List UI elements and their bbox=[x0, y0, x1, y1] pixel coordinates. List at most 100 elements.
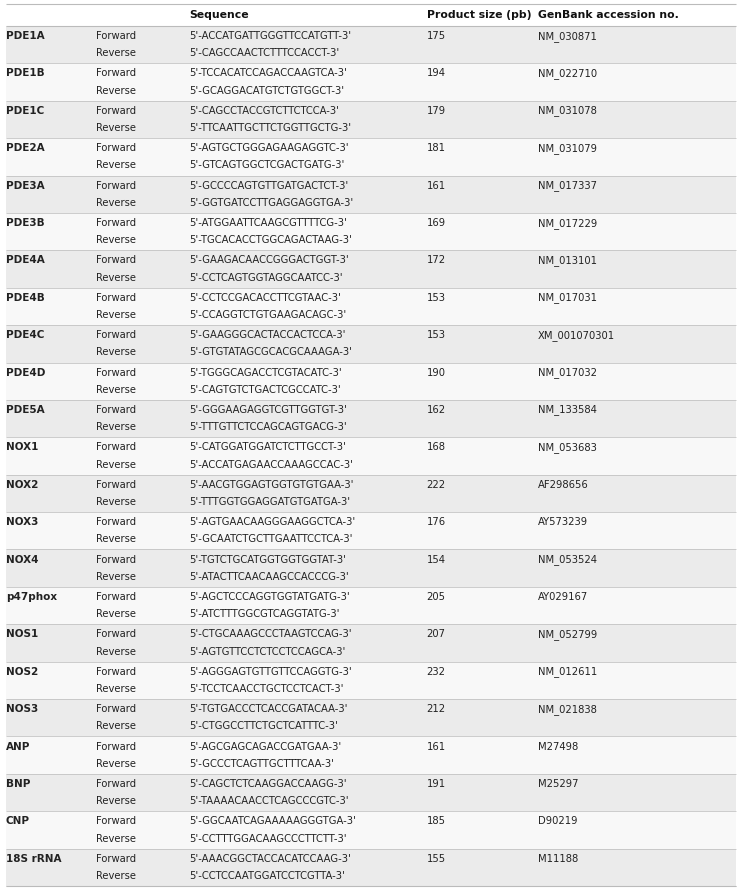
Text: NOS2: NOS2 bbox=[6, 667, 38, 676]
Text: 5'-TTTGTTCTCCAGCAGTGACG-3': 5'-TTTGTTCTCCAGCAGTGACG-3' bbox=[189, 422, 347, 433]
Text: PDE3B: PDE3B bbox=[6, 218, 45, 228]
Text: Forward: Forward bbox=[96, 554, 137, 564]
Text: Forward: Forward bbox=[96, 741, 137, 751]
Text: Forward: Forward bbox=[96, 255, 137, 265]
Text: NOX4: NOX4 bbox=[6, 554, 39, 564]
Text: 207: 207 bbox=[427, 629, 446, 639]
Text: 153: 153 bbox=[427, 330, 446, 340]
Text: Forward: Forward bbox=[96, 143, 137, 153]
Text: 5'-GCCCTCAGTTGCTTTCAA-3': 5'-GCCCTCAGTTGCTTTCAA-3' bbox=[189, 759, 334, 769]
Text: NM_053683: NM_053683 bbox=[538, 442, 597, 453]
Text: Forward: Forward bbox=[96, 330, 137, 340]
Text: NM_053524: NM_053524 bbox=[538, 554, 597, 565]
Text: 5'-ATACTTCAACAAGCCACCCG-3': 5'-ATACTTCAACAAGCCACCCG-3' bbox=[189, 571, 349, 582]
Text: NOX3: NOX3 bbox=[6, 517, 39, 527]
Text: 5'-CCTTTGGACAAGCCCTTCTT-3': 5'-CCTTTGGACAAGCCCTTCTT-3' bbox=[189, 834, 347, 844]
Text: 176: 176 bbox=[427, 517, 446, 527]
Text: Forward: Forward bbox=[96, 405, 137, 415]
Text: 5'-TGGGCAGACCTCGTACATC-3': 5'-TGGGCAGACCTCGTACATC-3' bbox=[189, 368, 342, 377]
Text: Reverse: Reverse bbox=[96, 48, 137, 59]
Text: PDE1A: PDE1A bbox=[6, 31, 45, 41]
Text: M11188: M11188 bbox=[538, 854, 578, 863]
Text: PDE4C: PDE4C bbox=[6, 330, 45, 340]
Text: 5'-GCCCCAGTGTTGATGACTCT-3': 5'-GCCCCAGTGTTGATGACTCT-3' bbox=[189, 181, 349, 190]
Bar bbox=[6, 811, 736, 848]
Text: Reverse: Reverse bbox=[96, 534, 137, 545]
Text: 5'-GCAATCTGCTTGAATTCCTCA-3': 5'-GCAATCTGCTTGAATTCCTCA-3' bbox=[189, 534, 352, 545]
Text: 169: 169 bbox=[427, 218, 446, 228]
Text: NOS1: NOS1 bbox=[6, 629, 38, 639]
Bar bbox=[6, 138, 736, 175]
Text: 153: 153 bbox=[427, 293, 446, 303]
Text: 5'-CCTCAGTGGTAGGCAATCC-3': 5'-CCTCAGTGGTAGGCAATCC-3' bbox=[189, 272, 343, 283]
Text: Sequence: Sequence bbox=[189, 10, 249, 20]
Text: NM_133584: NM_133584 bbox=[538, 405, 597, 416]
Text: Reverse: Reverse bbox=[96, 571, 137, 582]
Text: NOX1: NOX1 bbox=[6, 442, 39, 452]
Text: 5'-GCAGGACATGTCTGTGGCT-3': 5'-GCAGGACATGTCTGTGGCT-3' bbox=[189, 85, 344, 96]
Text: PDE4D: PDE4D bbox=[6, 368, 45, 377]
Bar bbox=[6, 736, 736, 773]
Text: Reverse: Reverse bbox=[96, 721, 137, 732]
Text: NM_013101: NM_013101 bbox=[538, 255, 597, 266]
Text: 5'-TTCAATTGCTTCTGGTTGCTG-3': 5'-TTCAATTGCTTCTGGTTGCTG-3' bbox=[189, 123, 351, 134]
Text: Reverse: Reverse bbox=[96, 834, 137, 844]
Text: 5'-TAAAACAACCTCAGCCCGTC-3': 5'-TAAAACAACCTCAGCCCGTC-3' bbox=[189, 797, 349, 806]
Text: NM_022710: NM_022710 bbox=[538, 68, 597, 79]
Text: Reverse: Reverse bbox=[96, 85, 137, 96]
Text: 190: 190 bbox=[427, 368, 446, 377]
Text: 5'-CTGGCCTTCTGCTCATTTC-3': 5'-CTGGCCTTCTGCTCATTTC-3' bbox=[189, 721, 338, 732]
Bar bbox=[6, 437, 736, 474]
Bar bbox=[6, 287, 736, 325]
Text: NM_030871: NM_030871 bbox=[538, 30, 597, 42]
Bar bbox=[6, 773, 736, 811]
Text: NOS3: NOS3 bbox=[6, 704, 38, 714]
Text: 191: 191 bbox=[427, 779, 446, 789]
Text: 172: 172 bbox=[427, 255, 446, 265]
Text: PDE3A: PDE3A bbox=[6, 181, 45, 190]
Text: 5'-AGGGAGTGTTGTTCCAGGTG-3': 5'-AGGGAGTGTTGTTCCAGGTG-3' bbox=[189, 667, 352, 676]
Bar bbox=[6, 474, 736, 512]
Text: 5'-TGTGACCCTCACCGATACAA-3': 5'-TGTGACCCTCACCGATACAA-3' bbox=[189, 704, 348, 714]
Text: Reverse: Reverse bbox=[96, 384, 137, 395]
Text: Reverse: Reverse bbox=[96, 235, 137, 246]
Text: 5'-AACGTGGAGTGGTGTGTGAA-3': 5'-AACGTGGAGTGGTGTGTGAA-3' bbox=[189, 480, 354, 490]
Bar bbox=[6, 624, 736, 661]
Text: 161: 161 bbox=[427, 181, 446, 190]
Text: Reverse: Reverse bbox=[96, 797, 137, 806]
Text: 212: 212 bbox=[427, 704, 446, 714]
Text: 161: 161 bbox=[427, 741, 446, 751]
Text: PDE2A: PDE2A bbox=[6, 143, 45, 153]
Text: NOX2: NOX2 bbox=[6, 480, 39, 490]
Text: p47phox: p47phox bbox=[6, 592, 57, 602]
Text: Reverse: Reverse bbox=[96, 272, 137, 283]
Text: Reverse: Reverse bbox=[96, 459, 137, 470]
Text: 5'-ACCATGAGAACCAAAGCCAC-3': 5'-ACCATGAGAACCAAAGCCAC-3' bbox=[189, 459, 353, 470]
Text: PDE1B: PDE1B bbox=[6, 69, 45, 78]
Bar bbox=[6, 250, 736, 287]
Bar bbox=[6, 26, 736, 63]
Text: 5'-AGTGCTGGGAGAAGAGGTC-3': 5'-AGTGCTGGGAGAAGAGGTC-3' bbox=[189, 143, 349, 153]
Text: 5'-CCTCCGACACCTTCGTAAC-3': 5'-CCTCCGACACCTTCGTAAC-3' bbox=[189, 293, 341, 303]
Bar bbox=[6, 848, 736, 886]
Text: Forward: Forward bbox=[96, 368, 137, 377]
Text: Forward: Forward bbox=[96, 779, 137, 789]
Bar bbox=[6, 101, 736, 138]
Text: PDE4B: PDE4B bbox=[6, 293, 45, 303]
Text: NM_052799: NM_052799 bbox=[538, 629, 597, 640]
Text: Product size (pb): Product size (pb) bbox=[427, 10, 531, 20]
Text: 5'-CAGCCTACCGTCTTCTCCA-3': 5'-CAGCCTACCGTCTTCTCCA-3' bbox=[189, 106, 339, 116]
Text: M25297: M25297 bbox=[538, 779, 579, 789]
Text: CNP: CNP bbox=[6, 816, 30, 826]
Text: NM_012611: NM_012611 bbox=[538, 667, 597, 677]
Text: 5'-TGCACACCTGGCAGACTAAG-3': 5'-TGCACACCTGGCAGACTAAG-3' bbox=[189, 235, 352, 246]
Bar bbox=[6, 661, 736, 699]
Text: 5'-AGCGAGCAGACCGATGAA-3': 5'-AGCGAGCAGACCGATGAA-3' bbox=[189, 741, 341, 751]
Text: Reverse: Reverse bbox=[96, 160, 137, 171]
Text: Forward: Forward bbox=[96, 854, 137, 863]
Bar bbox=[6, 699, 736, 736]
Text: 5'-GAAGACAACCGGGACTGGT-3': 5'-GAAGACAACCGGGACTGGT-3' bbox=[189, 255, 349, 265]
Bar bbox=[6, 325, 736, 362]
Text: 5'-AAACGGCTACCACATCCAAG-3': 5'-AAACGGCTACCACATCCAAG-3' bbox=[189, 854, 351, 863]
Text: ANP: ANP bbox=[6, 741, 30, 751]
